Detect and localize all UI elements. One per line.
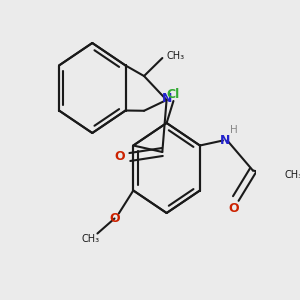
Text: H: H	[230, 125, 238, 136]
Text: O: O	[228, 202, 238, 215]
Text: CH₃: CH₃	[167, 51, 185, 61]
Text: N: N	[162, 92, 172, 106]
Text: O: O	[114, 151, 125, 164]
Text: CH₃: CH₃	[284, 170, 300, 181]
Text: Cl: Cl	[167, 88, 180, 101]
Text: N: N	[220, 134, 230, 147]
Text: CH₃: CH₃	[82, 233, 100, 244]
Text: O: O	[109, 212, 120, 225]
